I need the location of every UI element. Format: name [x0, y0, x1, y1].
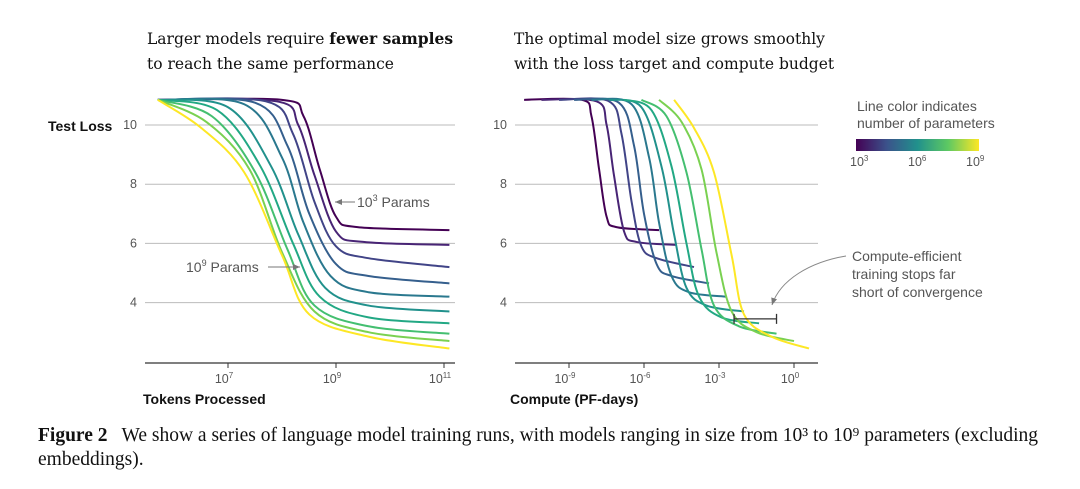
series-line-2	[559, 97, 695, 269]
y-tick-label: 8	[130, 177, 137, 191]
x-tick-label: 1011	[429, 371, 452, 386]
x-tick-label: 109	[323, 371, 342, 386]
series-line-1	[541, 98, 677, 246]
svg-text:training stops far: training stops far	[852, 266, 956, 282]
colorbar-tick: 106	[908, 154, 927, 169]
annotation-1e3-params: 103 Params	[335, 193, 430, 210]
series-line-3	[157, 97, 450, 285]
y-tick-label: 4	[130, 296, 137, 310]
series-line-7	[157, 98, 450, 335]
figure-caption: Figure 2 We show a series of language mod…	[38, 424, 1048, 472]
series-line-5	[608, 98, 745, 313]
caption-text: We show a series of language model train…	[38, 425, 1039, 470]
y-tick-label: 10	[493, 118, 507, 132]
svg-text:number of parameters: number of parameters	[857, 115, 995, 131]
svg-text:109 Params: 109 Params	[186, 258, 259, 275]
y-axis-label: Test Loss	[48, 118, 113, 134]
annotation-compute-efficient: Compute-efficient training stops far sho…	[771, 248, 983, 306]
svg-text:103 Params: 103 Params	[357, 193, 430, 210]
series-line-5	[157, 98, 450, 313]
series-line-9	[673, 99, 810, 350]
right-x-axis-label: Compute (PF-days)	[510, 391, 638, 407]
annotation-1e9-params: 109 Params	[186, 258, 300, 275]
compute-efficient-range-bar	[733, 313, 778, 324]
series-line-1	[157, 98, 450, 246]
figure: Larger models require fewer samples to r…	[48, 29, 995, 407]
left-title-line2: to reach the same performance	[147, 55, 394, 73]
right-title-line1: The optimal model size grows smoothly	[514, 30, 825, 48]
y-tick-label: 4	[500, 296, 507, 310]
y-tick-label: 6	[500, 236, 507, 250]
colorbar-legend: Line color indicates number of parameter…	[850, 98, 995, 169]
svg-text:short of convergence: short of convergence	[852, 284, 983, 300]
series-line-2	[157, 97, 450, 269]
x-tick-label: 107	[215, 371, 234, 386]
x-tick-label: 100	[781, 371, 800, 386]
series-line-4	[157, 97, 450, 298]
left-chart: 10 8 6 4 107 109 1011	[123, 97, 455, 386]
colorbar-gradient	[856, 139, 979, 151]
x-tick-label: 10-3	[704, 371, 726, 386]
series-line-8	[157, 98, 450, 343]
right-title-line2: with the loss target and compute budget	[514, 55, 835, 73]
svg-text:Line color indicates: Line color indicates	[857, 98, 977, 114]
y-tick-label: 10	[123, 118, 137, 132]
left-x-axis-label: Tokens Processed	[143, 391, 266, 407]
series-line-6	[157, 98, 450, 325]
left-title-line1: Larger models require fewer samples	[147, 29, 453, 48]
x-tick-label: 10-9	[554, 371, 576, 386]
series-line-9	[157, 98, 450, 350]
y-tick-label: 8	[500, 177, 507, 191]
svg-text:Compute-efficient: Compute-efficient	[852, 248, 962, 264]
x-tick-label: 10-6	[629, 371, 651, 386]
colorbar-tick: 109	[966, 154, 985, 169]
series-line-7	[640, 98, 777, 335]
colorbar-tick: 103	[850, 154, 869, 169]
series-line-8	[658, 99, 795, 343]
caption-label: Figure 2	[38, 425, 108, 446]
y-tick-label: 6	[130, 236, 137, 250]
series-line-0	[157, 97, 450, 232]
right-chart: 10 8 6 4 10-9 10-6 10-3 100	[493, 97, 818, 386]
